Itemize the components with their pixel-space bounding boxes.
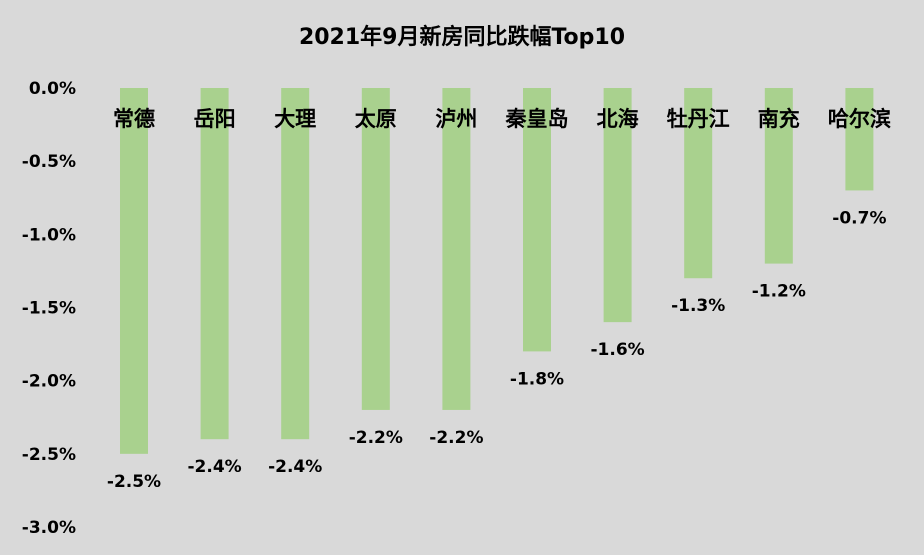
category-label: 岳阳 [194,107,236,131]
bar [200,88,229,440]
data-labels: -2.5% -2.4% -2.4% -2.2% -2.2% -1.8% -1.6% -1.3%… [107,208,887,491]
bar [281,88,310,440]
category-label: 哈尔滨 [828,107,891,131]
category-label: 大理 [274,107,316,131]
y-tick-label: -1.0% [22,225,76,245]
bar [523,88,551,352]
category-label: 泸州 [435,107,477,131]
bar [684,88,713,279]
category-label: 秦皇岛 [505,107,569,131]
chart-title: 2021年9月新房同比跌幅Top10 [299,24,625,50]
category-label: 太原 [355,107,397,131]
bar [603,88,632,323]
bar [764,88,793,264]
bar [361,88,390,410]
y-tick-label: 0.0% [29,79,76,99]
bar [845,88,874,191]
bar-series [120,88,874,454]
category-label: 牡丹江 [667,107,730,131]
data-label: -2.5% [107,472,161,492]
data-label: -1.3% [671,296,725,316]
data-label: -0.7% [832,208,886,228]
y-tick-label: -2.0% [22,372,76,392]
data-label: -2.2% [429,428,483,448]
bar [120,88,148,454]
category-label: 北海 [597,107,639,131]
category-labels: 常德 岳阳 大理 太原 泸州 秦皇岛 北海 牡丹江 南充 哈尔滨 [113,107,891,131]
y-tick-label: -1.5% [22,299,76,319]
category-label: 常德 [113,107,155,131]
data-label: -2.4% [187,457,241,477]
bar [442,88,471,410]
data-label: -1.6% [590,340,644,360]
data-label: -2.4% [268,457,322,477]
y-tick-label: -3.0% [22,518,76,538]
data-label: -1.8% [510,369,564,389]
data-label: -1.2% [752,282,806,302]
y-tick-label: -0.5% [22,152,76,172]
category-label: 南充 [758,107,800,131]
data-label: -2.2% [349,428,403,448]
y-tick-label: -2.5% [22,445,76,465]
y-axis: 0.0% -0.5% -1.0% -1.5% -2.0% -2.5% -3.0% [22,79,76,538]
